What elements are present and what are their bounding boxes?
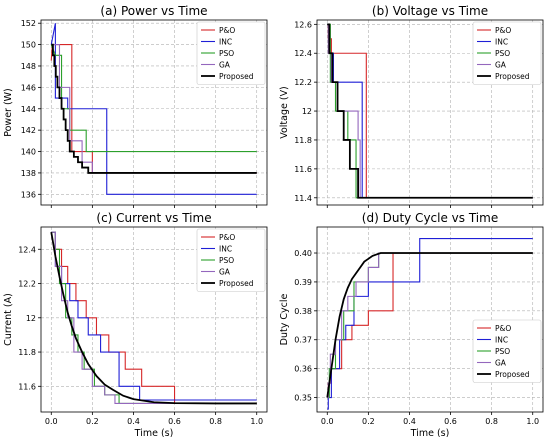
y-tick-label: 144 xyxy=(21,105,36,114)
legend: P&O INC PSO GA Proposed xyxy=(472,319,542,383)
series-line xyxy=(50,231,257,405)
chart-title: (b) Voltage vs Time xyxy=(372,4,488,18)
y-tick-label: 12.6 xyxy=(294,20,312,29)
legend: P&O INC PSO GA Proposed xyxy=(196,21,266,85)
legend-label: PSO xyxy=(219,256,234,265)
y-tick-label: 0.40 xyxy=(294,249,312,258)
legend-label: P&O xyxy=(495,324,511,333)
y-axis-label: Power (W) xyxy=(3,88,14,137)
series-line xyxy=(51,231,257,404)
x-tick-label: 0.8 xyxy=(485,417,498,426)
x-axis-label: Time (s) xyxy=(410,428,450,437)
y-tick-label: 0.35 xyxy=(294,394,312,403)
y-tick-label: 0.36 xyxy=(294,365,312,374)
legend-label: P&O xyxy=(495,26,511,35)
legend-label: GA xyxy=(219,61,231,70)
y-tick-label: 140 xyxy=(21,148,36,157)
plot-frame xyxy=(316,19,544,206)
legend-label: INC xyxy=(219,245,232,254)
legend-label: P&O xyxy=(219,26,235,35)
legend-label: Proposed xyxy=(495,370,530,379)
panel-4: 0.0 0.2 0.4 0.6 0.8 1.0 0.35 0.36 0.37 0.38 0.39 0.… xyxy=(279,211,544,437)
x-tick-label: 0.0 xyxy=(321,417,334,426)
y-axis-label: Current (A) xyxy=(3,293,14,346)
legend-box xyxy=(472,319,542,383)
y-tick-label: 11.8 xyxy=(18,348,36,357)
chart-title: (d) Duty Cycle vs Time xyxy=(362,211,498,225)
panel-2: 11.4 11.6 11.8 12 12.2 12.4 12.6 (b) Voltage vs… xyxy=(279,4,544,208)
y-tick-label: 12 xyxy=(302,107,312,116)
chart-title: (c) Current vs Time xyxy=(96,211,211,225)
y-tick-label: 152 xyxy=(21,19,36,28)
legend-label: GA xyxy=(219,268,231,277)
legend-label: Proposed xyxy=(219,279,254,288)
x-tick-label: 0.4 xyxy=(127,417,140,426)
series-line xyxy=(51,231,257,404)
y-tick-label: 148 xyxy=(21,62,36,71)
y-tick-label: 0.37 xyxy=(294,336,312,345)
panel-3: 0.0 0.2 0.4 0.6 0.8 1.0 11.6 11.8 12 12.2 12.4 (c) … xyxy=(3,211,268,437)
legend: P&O INC PSO GA Proposed xyxy=(472,21,542,85)
legend-box xyxy=(472,21,542,85)
x-tick-label: 0.4 xyxy=(403,417,416,426)
y-tick-label: 11.6 xyxy=(18,382,36,391)
y-tick-label: 12.2 xyxy=(18,280,36,289)
y-axis-label: Duty Cycle xyxy=(279,294,290,346)
y-tick-label: 12.4 xyxy=(294,49,312,58)
y-tick-label: 0.38 xyxy=(294,307,312,316)
x-tick-label: 1.0 xyxy=(250,417,263,426)
x-tick-label: 0.0 xyxy=(45,417,58,426)
y-tick-label: 11.8 xyxy=(294,136,312,145)
plot-frame xyxy=(316,226,544,413)
series-line xyxy=(51,43,257,174)
legend-label: GA xyxy=(495,61,507,70)
y-tick-label: 12.2 xyxy=(294,78,312,87)
y-axis-label: Voltage (V) xyxy=(279,86,290,139)
legend-label: P&O xyxy=(219,233,235,242)
y-tick-label: 146 xyxy=(21,83,36,92)
y-tick-label: 136 xyxy=(21,190,36,199)
y-tick-label: 11.6 xyxy=(294,165,312,174)
legend-label: PSO xyxy=(495,347,510,356)
y-tick-label: 142 xyxy=(21,126,36,135)
panel-1: 136 138 140 142 144 146 148 150 152 (a) Power vs … xyxy=(3,4,268,208)
plot-frame xyxy=(40,19,268,206)
x-tick-label: 0.2 xyxy=(86,417,99,426)
legend-box xyxy=(196,228,266,292)
legend: P&O INC PSO GA Proposed xyxy=(196,228,266,292)
x-tick-label: 1.0 xyxy=(526,417,539,426)
legend-label: Proposed xyxy=(219,72,254,81)
plot-frame xyxy=(40,226,268,413)
legend-label: INC xyxy=(495,38,508,47)
series-line xyxy=(327,23,533,199)
x-tick-label: 0.2 xyxy=(362,417,375,426)
x-axis-label: Time (s) xyxy=(134,428,174,437)
x-tick-label: 0.6 xyxy=(168,417,181,426)
legend-label: INC xyxy=(495,336,508,345)
legend-label: PSO xyxy=(495,49,510,58)
legend-label: Proposed xyxy=(495,72,530,81)
y-tick-label: 150 xyxy=(21,41,36,50)
chart-title: (a) Power vs Time xyxy=(100,4,207,18)
y-tick-label: 138 xyxy=(21,169,36,178)
y-tick-label: 0.39 xyxy=(294,278,312,287)
legend-box xyxy=(196,21,266,85)
y-tick-label: 12.4 xyxy=(18,245,36,254)
legend-label: GA xyxy=(495,359,507,368)
legend-label: INC xyxy=(219,38,232,47)
series-line xyxy=(50,23,257,195)
y-tick-label: 11.4 xyxy=(294,194,312,203)
y-tick-label: 12 xyxy=(26,314,36,323)
series-line xyxy=(326,252,533,398)
x-tick-label: 0.6 xyxy=(444,417,457,426)
legend-label: PSO xyxy=(219,49,234,58)
x-tick-label: 0.8 xyxy=(209,417,222,426)
